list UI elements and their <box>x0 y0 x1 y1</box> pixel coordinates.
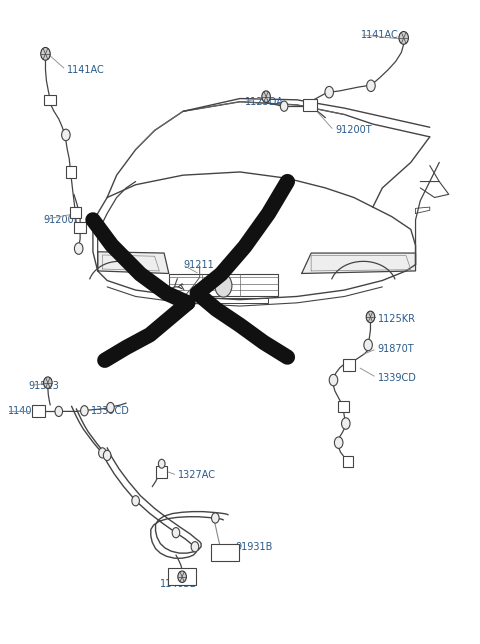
Circle shape <box>98 448 106 458</box>
Text: 11403B: 11403B <box>8 406 45 417</box>
Circle shape <box>55 406 62 417</box>
Circle shape <box>215 274 232 297</box>
FancyBboxPatch shape <box>74 222 86 233</box>
Circle shape <box>366 311 375 323</box>
Text: 1339CD: 1339CD <box>91 406 130 417</box>
Text: 1327AC: 1327AC <box>179 470 216 480</box>
Circle shape <box>107 402 114 413</box>
Text: 91200T: 91200T <box>335 126 372 135</box>
Circle shape <box>132 496 139 506</box>
FancyBboxPatch shape <box>70 207 81 218</box>
Text: 91200F: 91200F <box>43 215 80 225</box>
FancyBboxPatch shape <box>44 95 56 105</box>
Circle shape <box>335 437 343 448</box>
Circle shape <box>103 450 111 460</box>
Text: 1125DA: 1125DA <box>245 97 284 107</box>
Circle shape <box>41 48 50 61</box>
FancyBboxPatch shape <box>343 359 355 371</box>
Circle shape <box>342 418 350 430</box>
Circle shape <box>364 339 372 351</box>
FancyBboxPatch shape <box>303 99 317 111</box>
Circle shape <box>178 571 186 582</box>
FancyBboxPatch shape <box>343 456 353 467</box>
Circle shape <box>81 406 88 416</box>
Circle shape <box>329 374 338 386</box>
Text: 91870T: 91870T <box>378 344 414 354</box>
Text: 91931B: 91931B <box>235 542 273 552</box>
FancyBboxPatch shape <box>338 401 348 412</box>
Circle shape <box>172 527 180 538</box>
Polygon shape <box>301 253 416 274</box>
Circle shape <box>61 129 70 140</box>
FancyBboxPatch shape <box>66 166 76 178</box>
FancyBboxPatch shape <box>32 405 45 417</box>
Text: 1125KR: 1125KR <box>378 314 416 324</box>
Circle shape <box>158 459 165 468</box>
Circle shape <box>191 542 199 552</box>
Circle shape <box>325 86 334 98</box>
Text: 91523: 91523 <box>29 381 60 391</box>
Circle shape <box>262 91 270 102</box>
Circle shape <box>44 377 52 388</box>
Polygon shape <box>97 252 169 274</box>
Text: 11403B: 11403B <box>160 579 197 589</box>
Text: 91211: 91211 <box>183 260 214 270</box>
FancyBboxPatch shape <box>211 544 239 561</box>
FancyBboxPatch shape <box>168 569 196 585</box>
Circle shape <box>212 513 219 523</box>
Text: 1141AC: 1141AC <box>361 30 399 40</box>
FancyBboxPatch shape <box>156 466 168 478</box>
Text: 1339CD: 1339CD <box>378 372 417 383</box>
Circle shape <box>367 80 375 91</box>
Text: 1141AC: 1141AC <box>67 65 105 75</box>
Circle shape <box>399 32 408 44</box>
Circle shape <box>280 101 288 111</box>
Circle shape <box>74 243 83 254</box>
